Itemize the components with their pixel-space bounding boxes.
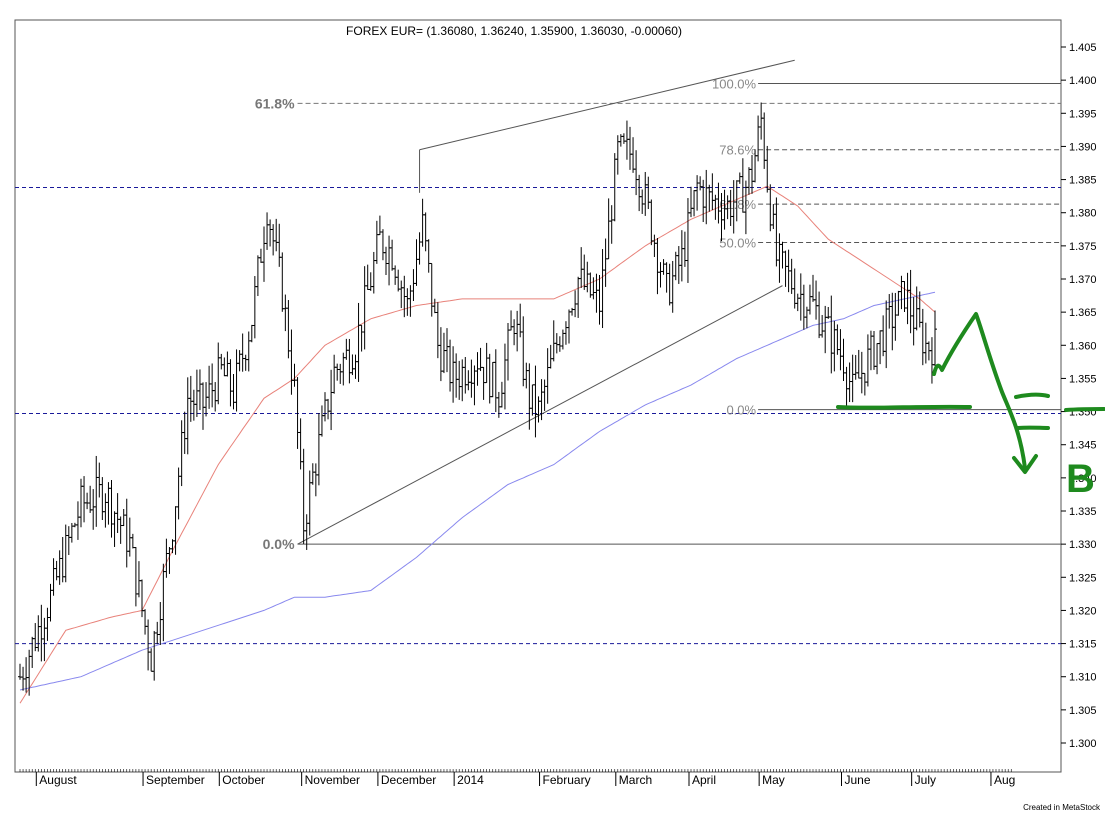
x-tick-label: April	[692, 773, 716, 787]
target-tick	[1064, 407, 1105, 412]
y-tick-label: 1.400	[1069, 75, 1097, 87]
y-tick-label: 1.355	[1069, 373, 1097, 385]
hand-drawn-annotations: B	[836, 312, 1105, 501]
y-tick-label: 1.325	[1069, 572, 1097, 584]
fib-right-level-label: 50.0%	[719, 236, 756, 251]
horizontal-reference-lines	[15, 187, 1061, 645]
arrow-head	[1012, 454, 1038, 474]
x-tick-label: November	[305, 773, 360, 787]
y-tick-label: 1.395	[1069, 108, 1097, 120]
y-tick-label: 1.335	[1069, 506, 1097, 518]
x-tick-label: August	[39, 773, 77, 787]
x-axis: August September October November December 20…	[19, 769, 1015, 787]
x-tick-label: 2014	[457, 773, 484, 787]
y-tick-label: 1.320	[1069, 605, 1097, 617]
y-tick-label: 1.315	[1069, 639, 1097, 651]
fib-right-level-label: 100.0%	[712, 76, 757, 91]
fib-left-level-label: 0.0%	[263, 536, 295, 552]
ohlc-bars	[18, 102, 937, 696]
y-tick-label: 1.385	[1069, 175, 1097, 187]
ohlc-bar	[933, 310, 937, 367]
y-tick-label: 1.390	[1069, 141, 1097, 153]
channel-line	[419, 59, 795, 151]
x-tick-label: July	[915, 773, 936, 787]
moving-average-line	[19, 291, 936, 691]
footer-credit: Created in MetaStock	[1023, 803, 1101, 812]
projection-stroke	[932, 312, 1027, 470]
y-tick-label: 1.310	[1069, 672, 1097, 684]
target-box-top	[1014, 392, 1050, 399]
plot-frame	[14, 19, 1062, 773]
y-tick-label: 1.365	[1069, 307, 1097, 319]
x-tick-label: December	[381, 773, 436, 787]
x-tick-label: February	[543, 773, 591, 787]
y-tick-label: 1.330	[1069, 539, 1097, 551]
y-tick-label: 1.345	[1069, 440, 1097, 452]
target-letter: B	[1066, 457, 1095, 501]
y-tick-label: 1.405	[1069, 42, 1097, 54]
trend-channel	[297, 59, 795, 545]
fib-right-level-label: 0.0%	[726, 403, 756, 418]
y-tick-label: 1.360	[1069, 340, 1097, 352]
y-tick-label: 1.340	[1069, 473, 1097, 485]
channel-line	[297, 285, 783, 545]
x-tick-label: October	[222, 773, 265, 787]
y-tick-label: 1.375	[1069, 241, 1097, 253]
x-tick-label: May	[762, 773, 785, 787]
x-tick-label: March	[619, 773, 652, 787]
chart-title: FOREX EUR= (1.36080, 1.36240, 1.35900, 1…	[346, 24, 682, 38]
y-axis: 1.300 1.305 1.310 1.315 1.320 1.325 1.330 1.335…	[1061, 42, 1097, 750]
y-tick-label: 1.305	[1069, 705, 1097, 717]
x-tick-label: June	[845, 773, 871, 787]
fib-right-level-label: 78.6%	[719, 143, 756, 158]
support-stroke	[836, 404, 972, 410]
fib-left-level-label: 61.8%	[255, 95, 295, 111]
y-tick-label: 1.370	[1069, 274, 1097, 286]
x-tick-label: September	[146, 773, 205, 787]
x-tick-label: Aug	[994, 773, 1015, 787]
y-tick-label: 1.300	[1069, 738, 1097, 750]
y-tick-label: 1.380	[1069, 208, 1097, 220]
